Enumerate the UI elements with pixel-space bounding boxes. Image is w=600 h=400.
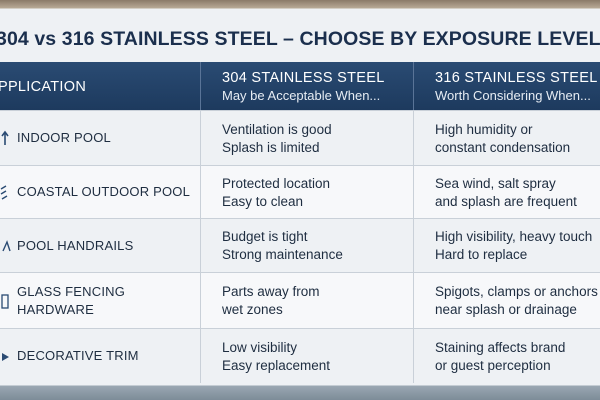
cell-line: High visibility, heavy touch (435, 229, 593, 244)
cell-line: Protected location (222, 175, 331, 191)
row-icon (0, 185, 8, 200)
header-title: APPLICATION (0, 79, 87, 95)
cell-line: High humidity or (435, 121, 533, 137)
application-cell: INDOOR POOL (0, 110, 200, 165)
application-cell: GLASS FENCING HARDWARE (0, 272, 200, 328)
comparison-cell: Spigots, clamps or anchors near splash or… (413, 272, 600, 328)
header-cell: 304 STAINLESS STEEL May be Acceptable Whe… (200, 62, 413, 110)
application-label: GLASS FENCING HARDWARE (17, 283, 126, 317)
cell-line: Ventilation is good (222, 121, 332, 137)
cell-line: wet zones (222, 302, 283, 317)
header-subtitle: May be Acceptable When... (222, 88, 381, 103)
comparison-cell: Sea wind, salt spray and splash are frequ… (413, 165, 600, 218)
header-cell: APPLICATION (0, 62, 200, 110)
cell-line: and splash are frequent (435, 193, 577, 209)
comparison-cell: Protected location Easy to clean (200, 165, 413, 218)
row-icon (1, 130, 9, 145)
comparison-cell: Parts away from wet zones (200, 272, 413, 328)
comparison-cell: Ventilation is good Splash is limited (200, 110, 413, 165)
application-label: DECORATIVE TRIM (17, 348, 139, 363)
comparison-cell: Staining affects brand or guest perceptio… (413, 328, 600, 383)
comparison-cell: High visibility, heavy touch Hard to repl… (413, 218, 600, 272)
application-cell: POOL HANDRAILS (0, 218, 200, 272)
cell-line: Hard to replace (435, 247, 528, 262)
header-subtitle: Worth Considering When... (435, 88, 591, 103)
comparison-cell: Budget is tight Strong maintenance (200, 218, 413, 272)
header-cell: 316 STAINLESS STEEL Worth Considering Whe… (413, 62, 600, 110)
header-title: 316 STAINLESS STEEL (435, 70, 598, 86)
cell-line: Strong maintenance (222, 247, 343, 262)
application-cell: COASTAL OUTDOOR POOL (0, 165, 200, 218)
application-label: POOL HANDRAILS (17, 237, 134, 253)
comparison-cell: Low visibility Easy replacement (200, 328, 413, 383)
title: 304 vs 316 STAINLESS STEEL – CHOOSE BY E… (0, 28, 600, 50)
row-icon (1, 293, 9, 309)
cell-line: Sea wind, salt spray (435, 175, 556, 191)
cell-line: near splash or drainage (435, 302, 577, 317)
cell-line: Low visibility (222, 339, 298, 355)
cell-line: Splash is limited (222, 139, 320, 155)
cell-line: Spigots, clamps or anchors (435, 284, 598, 299)
row-icon (2, 239, 11, 251)
cell-line: or guest perception (435, 357, 551, 373)
row-icon (2, 353, 9, 361)
cell-line: Budget is tight (222, 229, 308, 244)
cell-line: Easy to clean (222, 193, 304, 209)
cell-line: Easy replacement (222, 357, 331, 373)
application-label: COASTAL OUTDOOR POOL (17, 184, 191, 199)
header-title: 304 STAINLESS STEEL (222, 70, 385, 86)
comparison-cell: High humidity or constant condensation (413, 110, 600, 165)
cell-line: constant condensation (435, 139, 571, 155)
cell-line: Parts away from (222, 284, 320, 299)
application-label: INDOOR POOL (17, 130, 111, 145)
cell-line: Staining affects brand (435, 339, 566, 355)
application-cell: DECORATIVE TRIM (0, 328, 200, 383)
